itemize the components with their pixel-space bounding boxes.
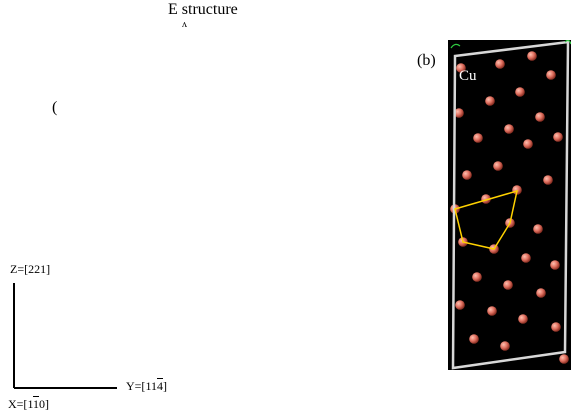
cu-atom [500,341,510,351]
cu-atom [462,170,472,180]
x-axis-label: X=[110] [8,397,49,411]
cu-atom [527,51,537,61]
cu-atom [504,124,514,134]
atoms-layer [450,51,569,364]
cu-atom [553,132,563,142]
cu-atom [493,161,503,171]
element-label: Cu [459,68,477,84]
highlight-polygon [454,189,519,250]
atomic-structure-panel: Cu [448,40,571,370]
z-axis-label: Z=[221] [10,262,51,276]
cu-atom [551,322,561,332]
simulation-cell-frame [451,40,570,370]
cu-atom [550,260,560,270]
title-arrow-fragment: ʌ [182,19,187,30]
cu-atom [523,139,533,149]
cu-atom [518,314,528,324]
cu-atom [515,87,525,97]
cu-atom [472,272,482,282]
cu-atom [521,253,531,263]
corner-marker-right [564,40,571,45]
figure-title: E structure [168,1,238,18]
cu-atom [543,175,553,185]
cu-atom [455,300,465,310]
cu-atom [473,133,483,143]
panel-b-label: (b) [417,52,436,69]
cu-atom [503,280,513,290]
atom-structure-graphic [450,40,571,370]
cu-atom [533,224,543,234]
cu-atom [454,108,464,118]
cu-atom [546,70,556,80]
y-axis-label: Y=[114] [126,379,167,393]
corner-marker-left [450,43,461,49]
cu-atom [535,112,545,122]
cu-atom [456,63,466,73]
cu-atom [469,334,479,344]
cu-atom [536,288,546,298]
cu-atom [559,354,569,364]
panel-a-label-fragment: ( [52,99,58,116]
cu-atom [487,306,497,316]
cu-atom [485,96,495,106]
cu-atom [495,59,505,69]
